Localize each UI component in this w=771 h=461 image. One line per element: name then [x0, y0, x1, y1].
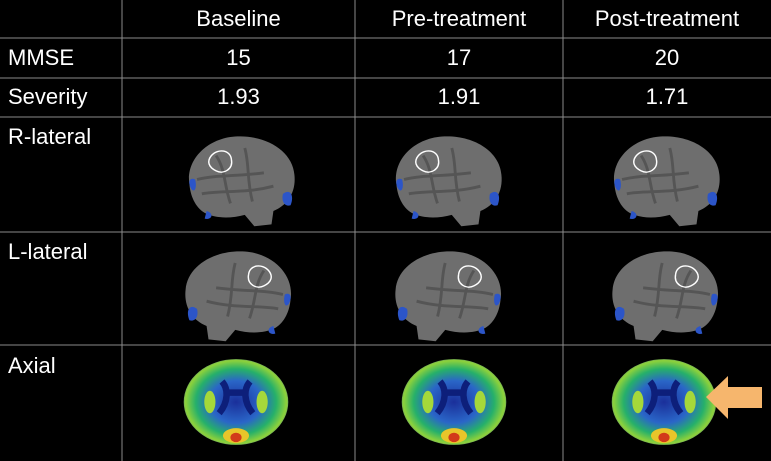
row-label: Axial — [8, 353, 56, 378]
column-header: Baseline — [196, 6, 281, 31]
row-label: L-lateral — [8, 239, 88, 264]
arrow — [706, 376, 762, 419]
cell-value: 1.93 — [217, 84, 260, 109]
column-header: Post-treatment — [594, 6, 740, 31]
cell-value: 20 — [654, 45, 680, 70]
l-lateral-image — [610, 249, 720, 343]
row-label: Severity — [8, 84, 88, 109]
axial-image — [612, 359, 717, 445]
cell-value: 1.71 — [645, 84, 689, 109]
row-label: R-lateral — [8, 124, 92, 149]
l-lateral-image — [183, 249, 293, 343]
axial-image — [402, 359, 507, 445]
column-header: Pre-treatment — [391, 6, 527, 31]
axial-image — [184, 359, 289, 445]
r-lateral-image — [187, 134, 297, 228]
cell-value: 17 — [446, 45, 472, 70]
row-label: MMSE — [8, 45, 74, 70]
cell-value: 1.91 — [437, 84, 481, 109]
r-lateral-image — [394, 134, 504, 228]
cell-value: 15 — [226, 45, 251, 70]
r-lateral-image — [612, 134, 722, 228]
l-lateral-image — [393, 249, 503, 343]
